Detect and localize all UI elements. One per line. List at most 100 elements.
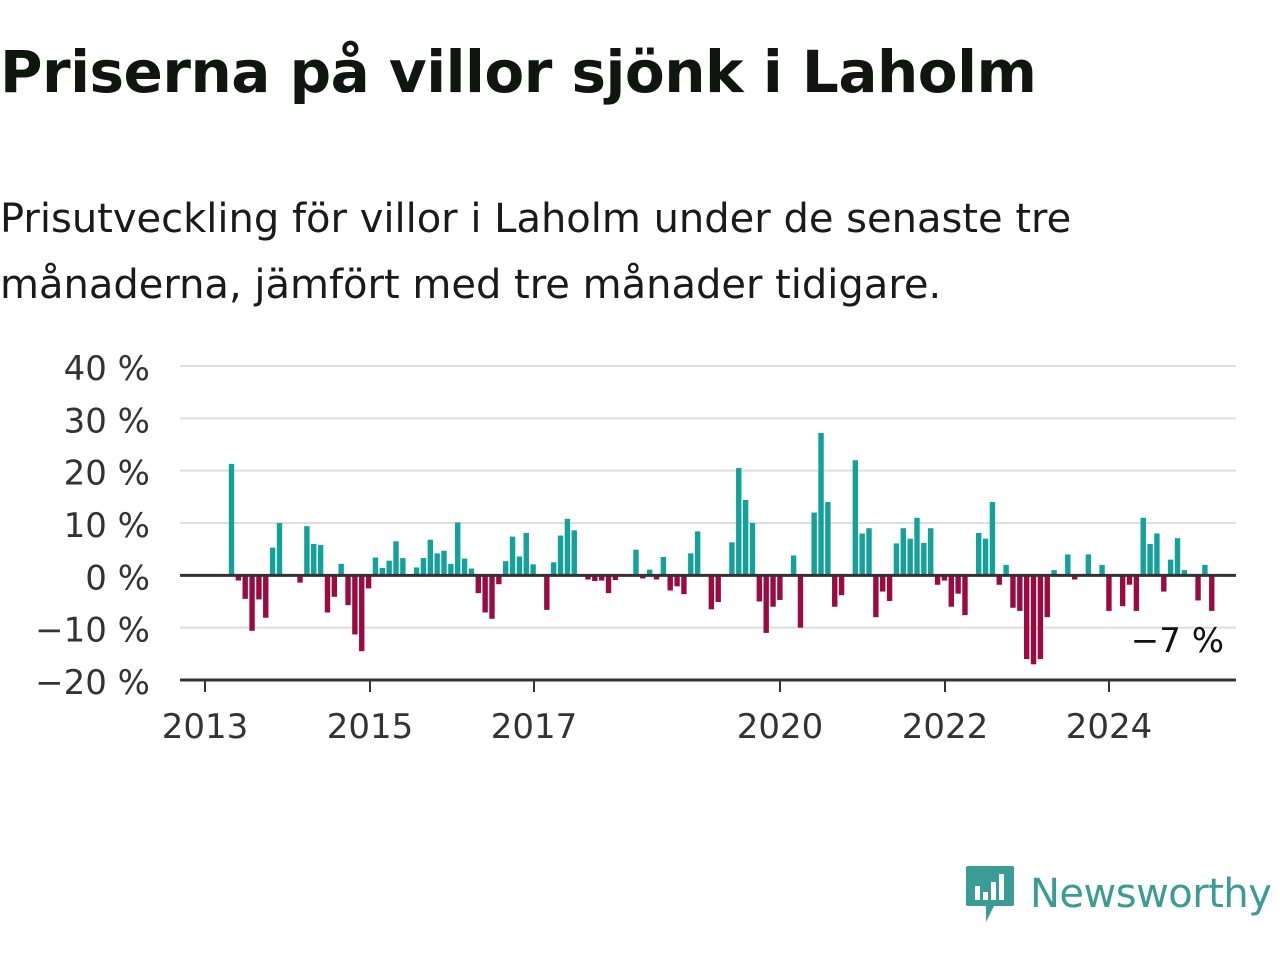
bar bbox=[585, 575, 591, 580]
bar bbox=[976, 532, 982, 576]
bar bbox=[269, 547, 276, 576]
bar bbox=[598, 575, 605, 581]
newsworthy-logo-icon bbox=[966, 866, 1014, 922]
bar bbox=[763, 575, 769, 633]
bar bbox=[1071, 575, 1078, 580]
bar bbox=[640, 575, 646, 579]
bar bbox=[1133, 575, 1140, 611]
bar bbox=[338, 563, 344, 576]
chart-title: Priserna på villor sjönk i Laholm bbox=[0, 38, 1037, 106]
bar bbox=[818, 432, 824, 576]
bar bbox=[345, 575, 351, 606]
bar bbox=[1147, 543, 1153, 576]
bar bbox=[1174, 538, 1181, 576]
bar bbox=[317, 544, 324, 576]
bar bbox=[413, 567, 420, 576]
bar bbox=[749, 523, 756, 576]
bar bbox=[550, 562, 557, 576]
bar bbox=[509, 536, 516, 576]
x-tick-label: 2020 bbox=[737, 707, 824, 747]
bar bbox=[989, 502, 996, 576]
bar bbox=[859, 533, 865, 576]
bar bbox=[742, 499, 749, 576]
bar bbox=[646, 569, 653, 576]
bar bbox=[1161, 575, 1167, 592]
bar bbox=[934, 575, 941, 585]
bar bbox=[1030, 575, 1037, 665]
bar bbox=[311, 543, 317, 576]
bar bbox=[893, 543, 900, 576]
bar bbox=[1023, 575, 1030, 660]
x-tick-label: 2015 bbox=[327, 707, 414, 747]
bar bbox=[1044, 575, 1050, 618]
bar bbox=[886, 575, 893, 601]
bar bbox=[276, 523, 283, 576]
bar bbox=[379, 568, 386, 576]
bar bbox=[770, 575, 776, 607]
bar bbox=[324, 575, 331, 613]
bar bbox=[297, 575, 303, 583]
bar bbox=[633, 549, 639, 576]
bar bbox=[900, 528, 906, 576]
bar bbox=[592, 575, 598, 582]
bar bbox=[667, 575, 673, 591]
bar bbox=[482, 575, 488, 613]
bar bbox=[386, 560, 392, 576]
bar bbox=[365, 575, 372, 589]
bar bbox=[790, 555, 797, 576]
bar bbox=[235, 575, 242, 581]
bar bbox=[1140, 517, 1146, 576]
bar bbox=[1010, 575, 1016, 608]
bar bbox=[907, 538, 913, 576]
bar bbox=[1017, 575, 1023, 611]
bar bbox=[1085, 554, 1092, 576]
x-tick-label: 2013 bbox=[162, 707, 249, 747]
bar bbox=[694, 531, 701, 576]
y-tick-label: −20 % bbox=[35, 663, 150, 703]
bar bbox=[674, 575, 680, 587]
bar bbox=[516, 556, 523, 576]
x-tick-label: 2024 bbox=[1066, 707, 1153, 747]
bar bbox=[304, 526, 310, 576]
bar bbox=[660, 557, 667, 576]
bar bbox=[242, 575, 248, 599]
bar bbox=[420, 558, 427, 576]
bar bbox=[434, 553, 440, 576]
bar bbox=[921, 542, 927, 576]
y-tick-label: 40 % bbox=[64, 349, 150, 389]
bar bbox=[832, 575, 838, 607]
bar bbox=[1195, 575, 1201, 601]
x-tick-label: 2017 bbox=[491, 707, 578, 747]
bar bbox=[557, 535, 564, 576]
bar bbox=[544, 575, 550, 610]
bar bbox=[1202, 564, 1208, 576]
brand-name: Newsworthy bbox=[1030, 871, 1272, 917]
bar bbox=[825, 502, 831, 576]
bar bbox=[372, 557, 379, 576]
bar bbox=[1051, 570, 1057, 576]
bar bbox=[564, 518, 571, 576]
bar bbox=[948, 575, 954, 607]
bar bbox=[873, 575, 879, 618]
bar bbox=[777, 575, 783, 600]
bar bbox=[249, 575, 255, 631]
bar bbox=[359, 575, 365, 652]
bar bbox=[1167, 559, 1174, 576]
bar bbox=[941, 575, 948, 581]
bar bbox=[736, 468, 742, 576]
bar bbox=[228, 463, 235, 576]
bar bbox=[1126, 575, 1133, 585]
bar bbox=[955, 575, 961, 594]
x-tick-label: 2022 bbox=[902, 707, 989, 747]
bar bbox=[605, 575, 612, 594]
bar bbox=[448, 563, 454, 576]
bar bbox=[866, 528, 872, 576]
y-tick-label: −10 % bbox=[35, 611, 150, 651]
bar bbox=[996, 575, 1002, 585]
bar bbox=[681, 575, 687, 595]
bar bbox=[1106, 575, 1112, 611]
bar bbox=[1065, 554, 1071, 576]
bar bbox=[256, 575, 262, 600]
bar bbox=[1181, 570, 1188, 576]
bar bbox=[982, 538, 989, 576]
